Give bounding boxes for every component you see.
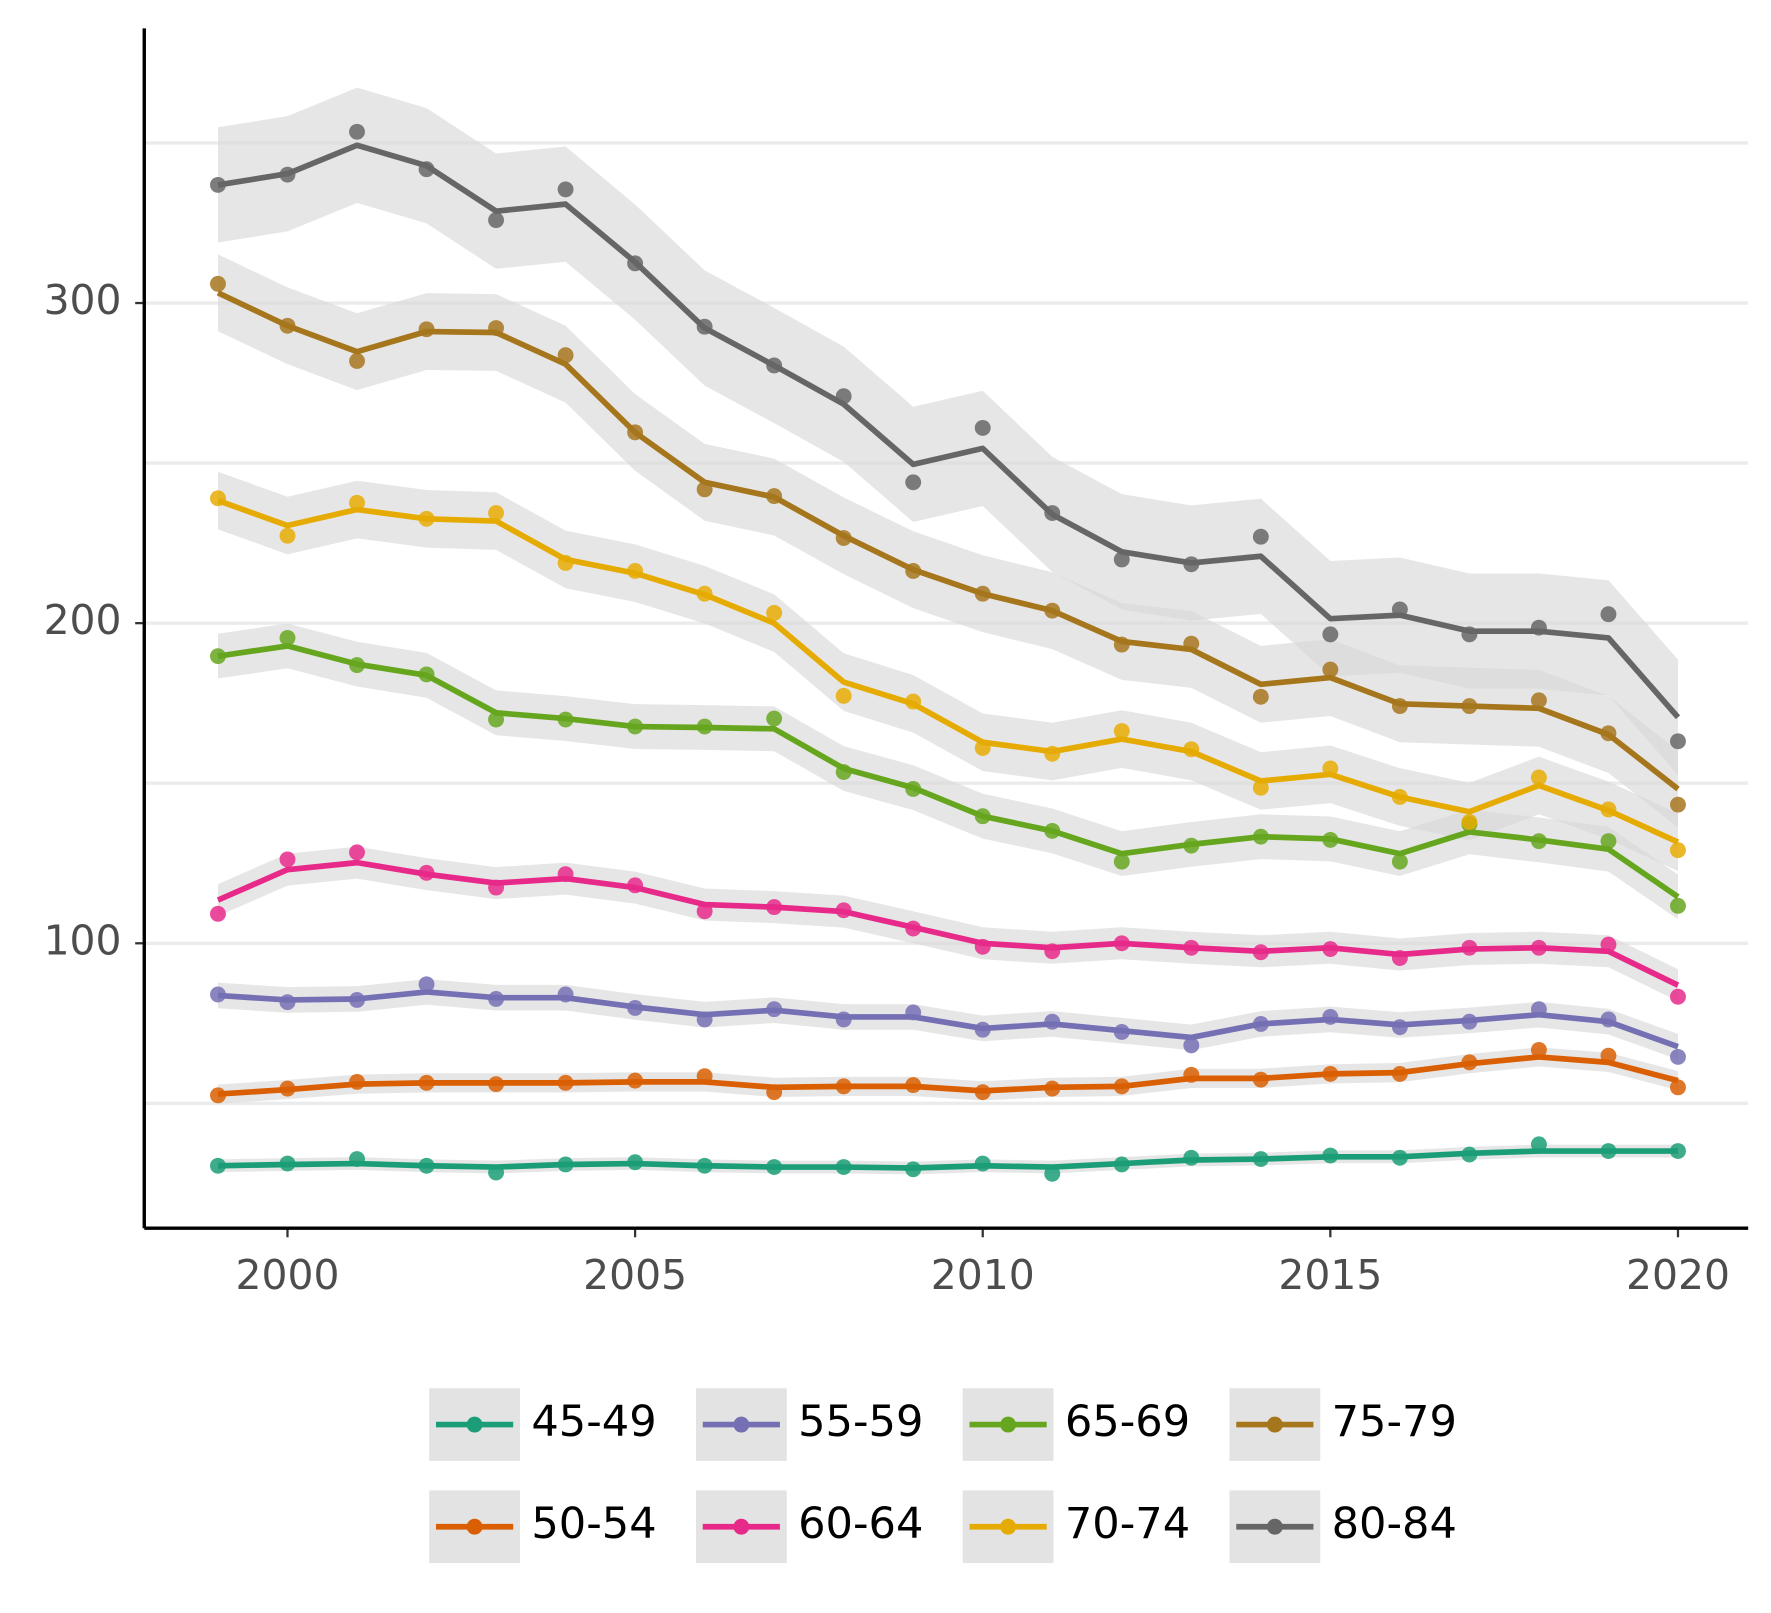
data-point xyxy=(1670,1079,1686,1096)
legend-key-point xyxy=(1266,1416,1283,1433)
data-point xyxy=(1322,661,1339,678)
data-point xyxy=(279,527,296,544)
data-point xyxy=(1113,723,1130,739)
data-point xyxy=(1670,897,1686,914)
data-point xyxy=(766,604,783,621)
legend-key-point xyxy=(1266,1518,1283,1535)
data-point xyxy=(1113,551,1130,568)
data-point xyxy=(1670,796,1686,813)
data-point xyxy=(1461,814,1478,830)
x-tick-label: 2010 xyxy=(931,1251,1035,1299)
legend-label: 80-84 xyxy=(1332,1499,1457,1549)
data-point xyxy=(557,347,574,364)
legend-key-point xyxy=(733,1416,750,1433)
y-tick-label: 100 xyxy=(44,916,122,964)
data-point xyxy=(905,474,922,491)
data-point xyxy=(210,275,226,292)
data-point xyxy=(1252,688,1269,705)
confidence-band xyxy=(217,1047,1678,1104)
legend-key-point xyxy=(733,1518,750,1535)
data-point xyxy=(1183,1037,1200,1054)
data-point xyxy=(488,212,505,229)
legend-key-point xyxy=(1000,1416,1017,1433)
legend-label: 65-69 xyxy=(1065,1397,1190,1447)
data-point xyxy=(1252,779,1269,796)
data-point xyxy=(835,687,852,704)
data-point xyxy=(1322,626,1339,643)
x-tick-label: 2015 xyxy=(1278,1251,1382,1299)
data-point xyxy=(1670,842,1686,859)
trend-line xyxy=(216,859,1680,988)
confidence-band xyxy=(217,623,1678,920)
data-point xyxy=(1670,733,1686,750)
data-point xyxy=(279,851,296,868)
confidence-band xyxy=(217,1144,1678,1175)
y-tick-label: 200 xyxy=(44,596,122,644)
confidence-band xyxy=(217,471,1678,871)
legend-key-point xyxy=(466,1518,483,1535)
legend-label: 55-59 xyxy=(798,1397,923,1447)
y-tick-label: 300 xyxy=(44,276,122,324)
trend-line xyxy=(217,1148,1678,1171)
data-point xyxy=(974,419,991,436)
legend: 45-49 50-54 55-59 60-64 65-69 70-74 75-79 80-84 xyxy=(429,1388,1457,1564)
data-point xyxy=(1530,1041,1547,1058)
trend-line xyxy=(217,142,1681,720)
data-point xyxy=(1600,606,1617,623)
legend-label: 45-49 xyxy=(531,1397,656,1447)
data-point xyxy=(349,353,365,369)
data-point xyxy=(210,905,226,922)
legend-key-point xyxy=(1000,1518,1017,1535)
data-point xyxy=(1391,853,1408,870)
x-tick-label: 2020 xyxy=(1626,1251,1730,1299)
x-tick-label: 2000 xyxy=(235,1251,339,1299)
legend-label: 75-79 xyxy=(1332,1397,1457,1447)
trend-line xyxy=(217,497,1680,845)
x-tick-label: 2005 xyxy=(583,1251,687,1299)
data-point xyxy=(1252,528,1269,545)
confidence-band xyxy=(217,254,1678,828)
trend-line xyxy=(217,643,1680,900)
data-point xyxy=(1600,833,1617,850)
data-point xyxy=(279,629,296,646)
data-point xyxy=(766,710,783,727)
data-point xyxy=(1530,769,1547,786)
data-point xyxy=(488,505,505,521)
trend-line xyxy=(217,989,1679,1050)
data-point xyxy=(349,494,365,511)
data-point xyxy=(349,844,365,861)
legend-label: 60-64 xyxy=(798,1499,923,1549)
trend-line xyxy=(217,1054,1679,1097)
data-point xyxy=(1670,1048,1686,1065)
data-point xyxy=(349,123,365,140)
data-point xyxy=(557,181,574,198)
legend-label: 70-74 xyxy=(1065,1499,1190,1549)
confidence-band xyxy=(217,846,1678,1002)
data-point xyxy=(1530,692,1547,709)
data-point xyxy=(1670,988,1686,1005)
data-point xyxy=(418,976,435,993)
trend-line xyxy=(216,290,1680,792)
legend-label: 50-54 xyxy=(531,1499,656,1549)
data-point xyxy=(1113,853,1130,870)
legend-key-point xyxy=(466,1416,483,1433)
